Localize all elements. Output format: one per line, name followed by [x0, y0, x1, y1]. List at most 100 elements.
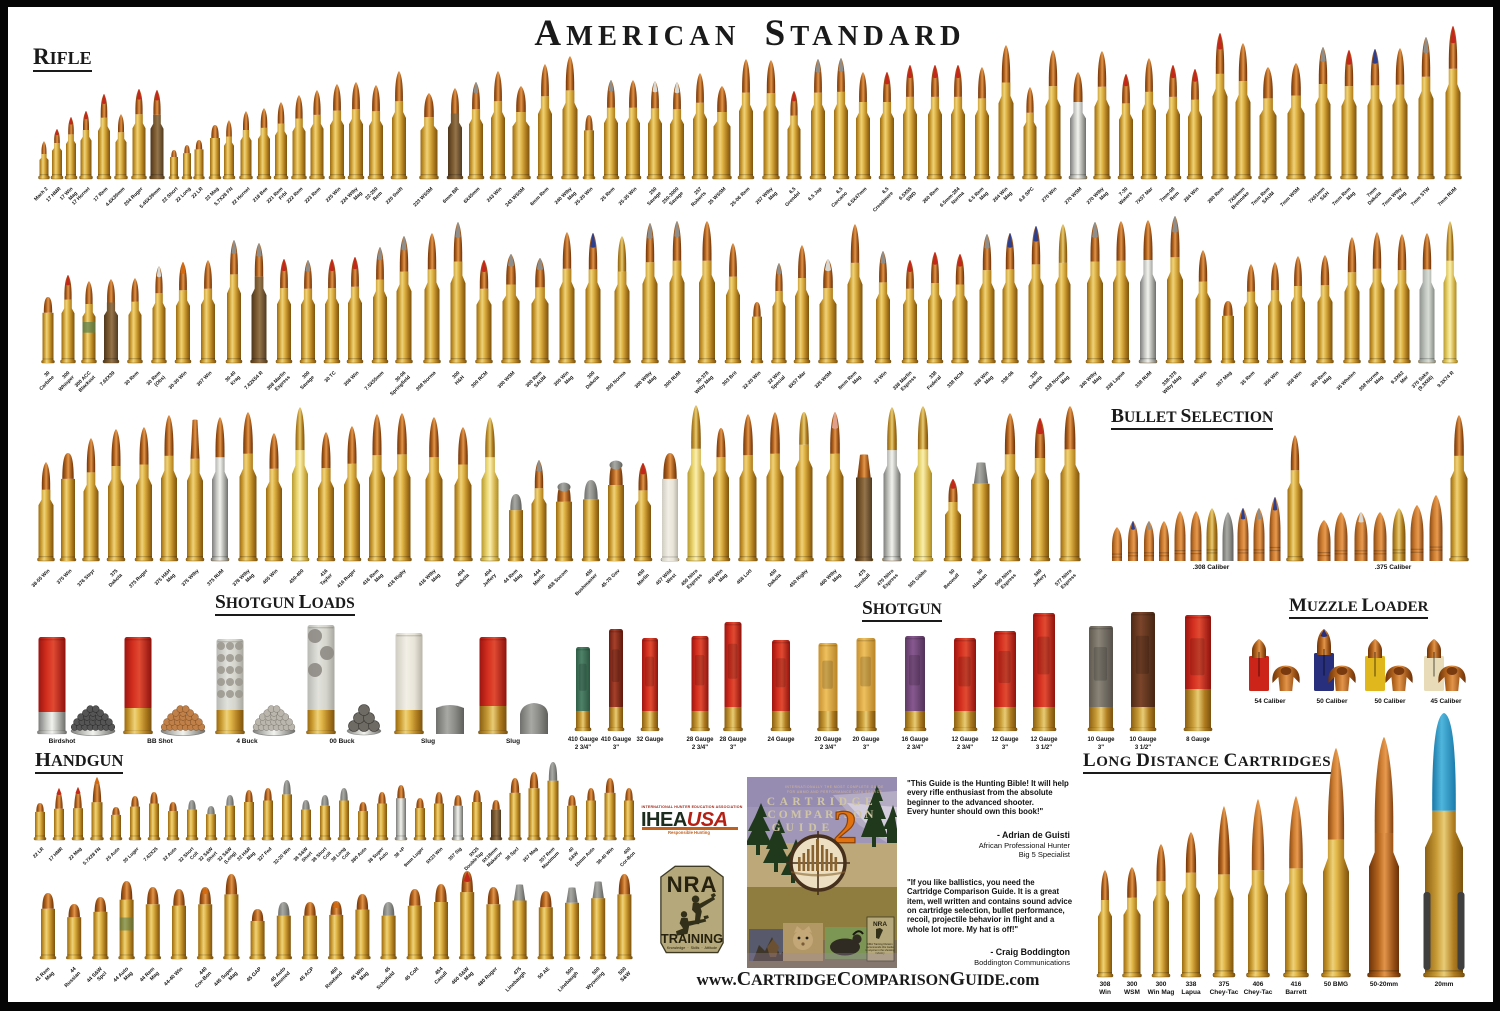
svg-text:338 RUM: 338 RUM: [1134, 370, 1153, 389]
svg-text:6.5 Jap: 6.5 Jap: [807, 186, 823, 202]
svg-text:223 WSSM: 223 WSSM: [412, 186, 434, 208]
svg-text:9X23 Win: 9X23 Win: [425, 846, 444, 865]
svg-text:3 1/2": 3 1/2": [1036, 745, 1052, 751]
svg-text:Mag: Mag: [1397, 191, 1408, 202]
svg-text:338: 338: [1186, 981, 1197, 988]
svg-text:375 Ruger: 375 Ruger: [128, 568, 149, 589]
svg-text:9mm Luger: 9mm Luger: [403, 846, 426, 869]
svg-text:Mag: Mag: [564, 375, 575, 386]
svg-text:7mm RUM: 7mm RUM: [1437, 186, 1459, 208]
svg-text:Slug: Slug: [421, 738, 435, 745]
svg-text:Colt: Colt: [322, 850, 333, 861]
svg-text:Mag: Mag: [647, 375, 658, 386]
svg-text:Birdshot: Birdshot: [49, 738, 77, 745]
svg-text:S&H: S&H: [1319, 190, 1331, 202]
svg-text:50: 50: [948, 568, 956, 576]
svg-text:30-30 Win: 30-30 Win: [168, 370, 189, 391]
svg-text:300: 300: [1156, 981, 1167, 988]
svg-text:404: 404: [456, 568, 466, 578]
svg-text:338: 338: [928, 370, 938, 380]
svg-text:50 BMG: 50 BMG: [1324, 981, 1348, 988]
svg-text:25-06 Rem: 25-06 Rem: [729, 186, 751, 208]
svg-text:Slug: Slug: [506, 738, 520, 745]
svg-text:Mag: Mag: [832, 573, 843, 584]
svg-text:475: 475: [513, 966, 523, 976]
svg-text:8 Gauge: 8 Gauge: [1186, 737, 1210, 743]
svg-text:6.5: 6.5: [788, 186, 797, 195]
svg-text:NRA: NRA: [667, 872, 718, 897]
svg-text:338-06: 338-06: [1000, 370, 1015, 385]
svg-text:440: 440: [198, 966, 208, 976]
svg-text:25 Auto: 25 Auto: [105, 846, 122, 863]
svg-text:300: 300: [1127, 981, 1138, 988]
svg-text:COMPARISON: COMPARISON: [767, 809, 876, 821]
svg-text:416: 416: [1291, 981, 1302, 988]
svg-text:Colt: Colt: [189, 850, 200, 861]
svg-text:500: 500: [617, 966, 627, 976]
svg-text:to anyone in the shooting: to anyone in the shooting: [866, 948, 896, 952]
svg-text:6.5: 6.5: [881, 186, 890, 195]
svg-text:Mag: Mag: [149, 971, 161, 983]
svg-text:25-20 Win: 25-20 Win: [574, 186, 595, 207]
svg-text:400: 400: [623, 846, 633, 856]
svg-text:12 Gauge: 12 Gauge: [1030, 737, 1058, 743]
svg-text:300 RCM: 300 RCM: [470, 370, 489, 389]
svg-text:303 Brit: 303 Brit: [721, 370, 738, 387]
svg-text:500: 500: [591, 966, 601, 976]
svg-text:25 WSSM: 25 WSSM: [707, 186, 727, 206]
svg-text:356 Win: 356 Win: [1263, 370, 1281, 388]
svg-text:Frbl: Frbl: [278, 190, 289, 201]
svg-text:9.3X74 R: 9.3X74 R: [1436, 370, 1455, 389]
svg-text:Mag: Mag: [567, 191, 578, 202]
svg-text:Mag: Mag: [166, 573, 177, 584]
svg-text:7.5X55mm: 7.5X55mm: [364, 370, 386, 392]
svg-text:450: 450: [584, 568, 594, 578]
svg-text:12 Gauge: 12 Gauge: [991, 737, 1019, 743]
svg-text:Mag: Mag: [1374, 375, 1385, 386]
svg-text:35 Rem: 35 Rem: [1240, 370, 1257, 387]
svg-text:33 Win: 33 Win: [873, 370, 889, 386]
svg-text:35 Whelen: 35 Whelen: [1336, 370, 1358, 392]
svg-text:3": 3": [730, 745, 736, 751]
svg-text:.375 Caliber: .375 Caliber: [1375, 564, 1412, 571]
svg-text:44: 44: [69, 966, 77, 974]
svg-text:45 Caliber: 45 Caliber: [1430, 698, 1462, 705]
svg-text:6.5X47mm: 6.5X47mm: [847, 186, 869, 208]
svg-text:8X57 Mar: 8X57 Mar: [788, 370, 808, 390]
svg-text:Mag: Mag: [1322, 375, 1333, 386]
svg-text:Mag: Mag: [245, 573, 256, 584]
svg-text:Win Mag: Win Mag: [1148, 989, 1175, 996]
svg-text:54 Caliber: 54 Caliber: [1254, 698, 1286, 705]
svg-text:2 3/4": 2 3/4": [692, 745, 708, 751]
svg-text:454: 454: [434, 966, 444, 976]
svg-text:3": 3": [1098, 745, 1104, 751]
svg-text:industry: industry: [875, 951, 885, 955]
svg-text:300: 300: [451, 370, 461, 380]
svg-text:28 Gauge: 28 Gauge: [719, 737, 747, 743]
svg-text:Mag: Mag: [353, 191, 364, 202]
svg-text:Mag: Mag: [374, 573, 385, 584]
svg-text:404: 404: [483, 568, 493, 578]
svg-text:325 WSM: 325 WSM: [814, 370, 834, 390]
svg-text:10 Gauge: 10 Gauge: [1129, 737, 1157, 743]
svg-text:45 GAP: 45 GAP: [246, 966, 264, 984]
svg-text:00 Buck: 00 Buck: [330, 738, 355, 745]
svg-text:2 3/4": 2 3/4": [575, 745, 591, 751]
svg-text:Mag: Mag: [513, 573, 524, 584]
svg-text:Mag: Mag: [68, 191, 79, 202]
svg-text:40: 40: [567, 846, 575, 854]
svg-text:416 Rigby: 416 Rigby: [386, 568, 407, 589]
svg-text:25 Rem: 25 Rem: [600, 186, 617, 203]
svg-text:327 Fed: 327 Fed: [257, 846, 274, 863]
svg-text:375 Win: 375 Win: [56, 568, 74, 586]
svg-text:TRAINING: TRAINING: [661, 931, 723, 946]
svg-text:7.62X54 R: 7.62X54 R: [243, 370, 264, 391]
svg-text:3": 3": [1002, 745, 1008, 751]
svg-text:357 Sig: 357 Sig: [447, 846, 463, 862]
svg-text:50 AE: 50 AE: [537, 966, 552, 981]
svg-text:Mag: Mag: [359, 971, 371, 983]
svg-text:458 Socom: 458 Socom: [546, 568, 569, 591]
svg-text:30: 30: [43, 370, 51, 378]
svg-text:500: 500: [565, 966, 575, 976]
svg-text:450: 450: [768, 568, 778, 578]
